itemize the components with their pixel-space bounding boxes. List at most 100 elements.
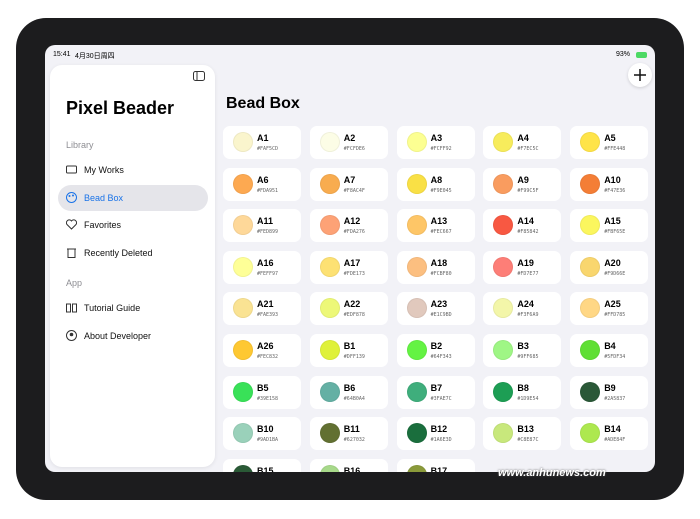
bead-swatch [319,256,340,277]
bead-card[interactable]: B4 #5FDF34 [570,334,649,367]
nav-label: Bead Box [84,192,124,203]
bead-swatch [406,340,427,360]
bead-card[interactable]: B17 [396,458,475,472]
bead-hex: #FFD785 [604,312,626,319]
nav-label: Favorites [84,220,122,230]
bead-hex: #9FF685 [517,354,539,360]
bead-card[interactable]: A25 #FFD785 [570,292,649,326]
bead-hex: #F9D66E [604,270,626,277]
bead-card[interactable]: A16 #FEFF97 [223,250,301,284]
bead-name: A9 [517,174,529,185]
bead-card[interactable]: B14 #ADE84F [570,417,649,451]
bead-card[interactable]: A2 #FCFDE6 [309,126,388,159]
battery-icon [636,52,647,58]
bead-card[interactable]: A4 #F7EC5C [483,126,562,159]
bead-card[interactable]: A13 #FEC667 [396,209,475,243]
bead-hex: #FCFF92 [430,146,452,152]
bead-card[interactable]: A24 #F3F6A9 [483,292,562,326]
bead-card[interactable]: A21 #FAE393 [223,292,301,326]
bead-card[interactable]: B2 #64F343 [396,334,475,367]
nav-item[interactable]: Recently Deleted [58,240,208,266]
bead-name: A8 [430,174,443,185]
bead-name: A7 [343,174,356,185]
bead-swatch [580,298,601,319]
watermark: www.anhunews.com [498,467,606,479]
bead-card[interactable]: A14 #F85842 [483,209,562,243]
bead-card[interactable]: B16 [309,458,388,472]
bead-card[interactable]: B1 #DFF139 [309,334,388,367]
bead-name: B9 [604,382,616,393]
nav-item[interactable]: Tutorial Guide [58,295,208,321]
bead-card[interactable]: A17 #FDE173 [309,250,388,284]
bead-name: A4 [517,133,529,143]
bead-card[interactable]: B5 #39E158 [223,375,301,409]
nav-item[interactable]: About Developer [58,323,208,349]
bead-card[interactable]: B12 #1A6E3D [396,417,475,451]
bead-swatch [493,340,514,360]
bead-swatch [406,215,427,236]
sidebar: Pixel Beader Library My Works Bead Box Favo… [50,65,215,467]
bead-swatch [319,340,340,360]
bead-card[interactable]: A8 #F9E045 [396,167,475,201]
bead-card[interactable]: A19 #FD7E77 [483,250,562,284]
bead-name: A16 [257,257,274,268]
bead-card[interactable]: A12 #FDA276 [309,209,388,243]
bead-hex: #FEC832 [257,354,279,360]
nav-item[interactable]: Favorites [58,212,208,238]
add-button[interactable] [628,63,652,87]
bead-swatch [406,173,427,194]
bead-card[interactable]: B8 #1D9E54 [483,375,562,409]
bead-hex: #FEFF97 [257,270,279,277]
bead-card[interactable]: B3 #9FF685 [483,334,562,367]
bead-name: A12 [343,216,361,227]
nav-label: My Works [84,165,124,175]
bead-swatch [493,132,514,152]
bead-card[interactable]: A3 #FCFF92 [396,126,475,159]
bead-hex: #F99C5F [517,187,539,194]
nav-item[interactable]: Bead Box [58,184,208,211]
bead-name: B13 [517,424,534,435]
bead-card[interactable]: A9 #F99C5F [483,167,562,201]
bead-card[interactable]: A11 #FED899 [223,209,301,243]
bead-card[interactable]: A26 #FEC832 [223,334,301,367]
bead-hex: #FFE448 [604,146,626,152]
bead-swatch [319,215,340,236]
nav-item[interactable]: My Works [58,157,208,183]
bead-name: A23 [430,299,448,310]
bead-card[interactable]: A18 #FCBF80 [396,250,475,284]
bead-card[interactable]: B9 #2A5837 [570,375,649,409]
bead-card[interactable]: A5 #FFE448 [570,126,649,159]
bead-swatch [319,298,340,319]
bead-hex: #F8AC4F [343,187,365,194]
bead-card[interactable]: A15 #FBF65E [570,209,649,243]
bead-swatch [580,423,601,444]
bead-hex: #FAE393 [257,312,279,319]
bead-swatch [493,423,514,444]
bead-card[interactable]: A1 #FAF5CD [223,126,301,159]
bead-card[interactable]: A7 #F8AC4F [309,167,388,201]
bead-swatch [406,132,427,152]
bead-card[interactable]: B10 #9AD1BA [223,417,301,451]
nav-icon [66,191,77,203]
bead-swatch [580,173,601,194]
bead-card[interactable]: A20 #F9D66E [570,250,649,284]
bead-card[interactable]: B13 #C8E87C [483,417,562,451]
bead-name: A24 [517,299,534,310]
bead-swatch [406,464,427,472]
bead-name: A2 [343,133,356,143]
bead-card[interactable]: B15 [223,458,301,472]
bead-hex: #9AD1BA [257,437,279,444]
bead-card[interactable]: A22 #EDF878 [309,292,388,326]
sidebar-toggle[interactable] [193,71,205,81]
bead-card[interactable]: B6 #64B0A4 [309,375,388,409]
bead-card[interactable]: B11 #627032 [309,417,388,451]
bead-card[interactable]: A10 #F47E36 [570,167,649,201]
nav-icon [67,248,76,258]
bead-card[interactable]: A6 #FDA951 [223,167,301,201]
bead-hex: #FBF65E [604,229,626,236]
bead-name: B1 [343,341,356,351]
bead-card[interactable]: A23 #E1C9BD [396,292,475,326]
bead-name: B17 [430,465,448,472]
bead-card[interactable]: B7 #3FAE7C [396,375,475,409]
